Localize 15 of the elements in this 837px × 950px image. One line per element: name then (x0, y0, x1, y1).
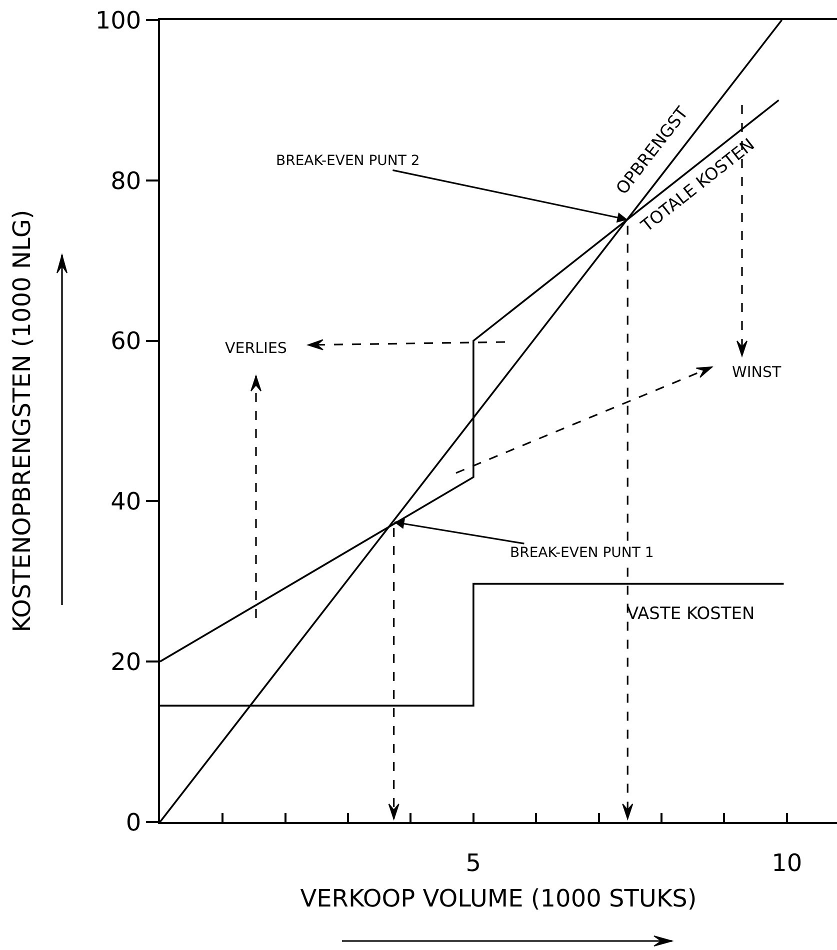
series-label: VASTE KOSTEN (627, 604, 755, 624)
annotation: WINST (732, 363, 782, 381)
y-tick-label: 80 (110, 166, 142, 195)
annotation: BREAK-EVEN PUNT 1 (510, 545, 654, 561)
y-tick-label: 100 (95, 6, 142, 34)
annotation: VERLIES (225, 339, 287, 357)
x-axis-title: VERKOOP VOLUME (1000 STUKS) (300, 884, 697, 913)
y-tick-label: 60 (110, 327, 142, 356)
y-tick-label: 40 (110, 488, 142, 516)
x-tick-label: 10 (772, 848, 802, 877)
x-tick-label: 5 (466, 848, 482, 877)
y-tick-label: 20 (110, 648, 142, 676)
y-tick-label: 0 (126, 808, 142, 836)
y-axis-title: KOSTENOPBRENGSTEN (1000 NLG) (8, 210, 36, 632)
annotation: BREAK-EVEN PUNT 2 (276, 153, 420, 169)
